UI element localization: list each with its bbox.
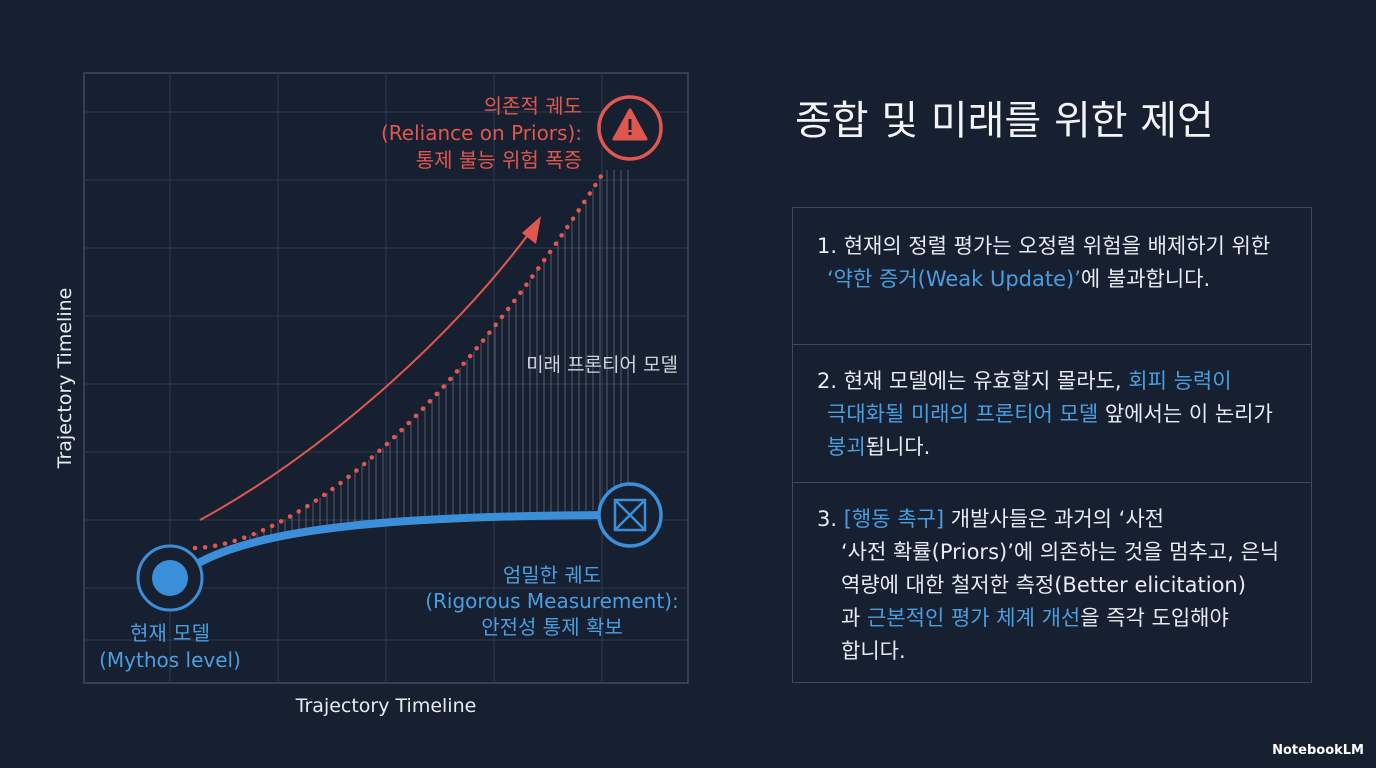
text: 됩니다. bbox=[865, 435, 931, 459]
arrow-head bbox=[522, 216, 541, 244]
current-label: 현재 모델 bbox=[130, 621, 210, 645]
highlight-text: 회피 능력이 bbox=[1128, 369, 1232, 393]
rigorous-icon-cross bbox=[614, 499, 646, 531]
trend-arrow bbox=[199, 231, 531, 521]
text-line: 3. [행동 촉구] 개발사들은 과거의 ‘사전 bbox=[817, 503, 1311, 536]
current-node bbox=[152, 560, 188, 596]
highlight-text: [행동 촉구] bbox=[843, 507, 945, 531]
highlight-text: ‘약한 증거(Weak Update)’ bbox=[827, 267, 1081, 291]
reliance-label: 의존적 궤도 bbox=[484, 94, 582, 118]
text-line: ‘사전 확률(Priors)’에 의존하는 것을 멈추고, 은닉 bbox=[817, 536, 1311, 569]
reliance-label: 통제 불능 위험 폭증 bbox=[416, 148, 582, 172]
warning-dot bbox=[628, 132, 632, 135]
text-line: 역량에 대한 철저한 측정(Better elicitation) bbox=[817, 569, 1311, 602]
text-line: 붕괴됩니다. bbox=[817, 431, 1311, 464]
text-line: 과 근본적인 평가 체계 개선을 즉각 도입해야 bbox=[817, 602, 1311, 635]
recommendation-panel: 1. 현재의 정렬 평가는 오정렬 위험을 배제하기 위한 ‘약한 증거(Weak… bbox=[792, 207, 1312, 683]
text: 3. bbox=[817, 507, 844, 531]
text: ‘사전 확률(Priors)’에 의존하는 것을 멈추고, 은닉 bbox=[841, 540, 1280, 564]
text-line: 극대화될 미래의 프론티어 모델 앞에서는 이 논리가 bbox=[817, 398, 1311, 431]
text: 합니다. bbox=[841, 639, 906, 663]
reliance-label: (Reliance on Priors): bbox=[381, 121, 582, 145]
text: 2. 현재 모델에는 유효할지 몰라도, bbox=[817, 369, 1129, 393]
text-line: 합니다. bbox=[817, 635, 1311, 668]
footer: NotebookLM bbox=[1272, 743, 1364, 758]
current-label: (Mythos level) bbox=[99, 648, 241, 672]
text: 앞에서는 이 논리가 bbox=[1098, 402, 1273, 426]
highlight-text: 극대화될 미래의 프론티어 모델 bbox=[827, 402, 1099, 426]
rigorous-label: 엄밀한 궤도 bbox=[503, 563, 601, 587]
text: 역량에 대한 철저한 측정(Better elicitation) bbox=[841, 573, 1246, 597]
rigorous-label: 안전성 통제 확보 bbox=[481, 615, 623, 639]
recommendation: 1. 현재의 정렬 평가는 오정렬 위험을 배제하기 위한 ‘약한 증거(Weak… bbox=[793, 208, 1311, 345]
text-line: 1. 현재의 정렬 평가는 오정렬 위험을 배제하기 위한 bbox=[817, 230, 1311, 263]
text: 과 bbox=[841, 606, 867, 630]
text-line: 2. 현재 모델에는 유효할지 몰라도, 회피 능력이 bbox=[817, 365, 1311, 398]
rigorous-icon bbox=[613, 498, 647, 532]
highlight-text: 근본적인 평가 체계 개선 bbox=[867, 606, 1081, 630]
title: 종합 및 미래를 위한 제언 bbox=[795, 98, 1214, 144]
recommendation: 2. 현재 모델에는 유효할지 몰라도, 회피 능력이 극대화될 미래의 프론티어… bbox=[793, 345, 1311, 483]
text: 에 불과합니다. bbox=[1080, 267, 1211, 291]
text-line: ‘약한 증거(Weak Update)’에 불과합니다. bbox=[817, 263, 1311, 296]
recommendation: 3. [행동 촉구] 개발사들은 과거의 ‘사전 ‘사전 확률(Priors)’에… bbox=[793, 483, 1311, 683]
warning-mark bbox=[628, 119, 632, 130]
y-axis-label: Trajectory Timeline bbox=[54, 288, 76, 470]
text: 개발사들은 과거의 ‘사전 bbox=[944, 507, 1164, 531]
x-axis-label: Trajectory Timeline bbox=[295, 695, 477, 717]
rigorous-trajectory bbox=[191, 511, 616, 569]
reliance-trajectory bbox=[192, 167, 608, 551]
highlight-text: 붕괴 bbox=[827, 435, 866, 459]
text: 1. 현재의 정렬 평가는 오정렬 위험을 배제하기 위한 bbox=[817, 234, 1271, 258]
rigorous-label: (Rigorous Measurement): bbox=[425, 589, 679, 613]
frontier-label: 미래 프론티어 모델 bbox=[526, 354, 678, 376]
text: 을 즉각 도입해야 bbox=[1080, 606, 1229, 630]
